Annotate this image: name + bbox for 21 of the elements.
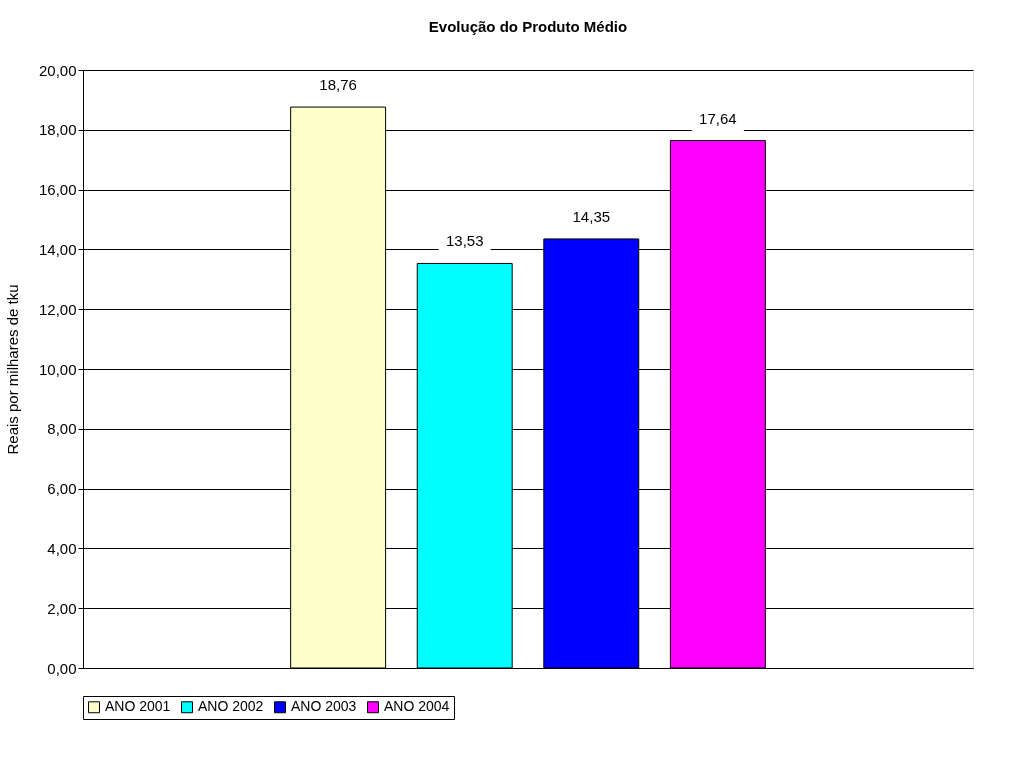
legend-label: ANO 2004 (384, 698, 450, 715)
data-label: 18,76 (319, 76, 357, 94)
y-tick-label: 8,00 (47, 420, 77, 438)
legend-label: ANO 2001 (105, 698, 171, 715)
y-axis-title: Reais por milhares de tku (3, 284, 21, 455)
y-tick-label: 10,00 (38, 360, 77, 378)
data-label: 14,35 (572, 207, 611, 225)
y-tick-label: 6,00 (47, 480, 77, 498)
y-tick-label: 4,00 (47, 539, 77, 557)
chart-title: Evolução do Produto Médio (428, 18, 628, 35)
legend-label: ANO 2002 (198, 698, 264, 715)
y-tick-label: 16,00 (38, 181, 77, 199)
legend-label: ANO 2003 (291, 698, 357, 715)
y-tick-label: 20,00 (38, 61, 77, 79)
y-tick-label: 0,00 (47, 659, 77, 677)
y-tick-label: 18,00 (38, 121, 77, 139)
data-label: 17,64 (699, 109, 737, 127)
y-tick-label: 14,00 (38, 240, 77, 258)
y-tick-label: 2,00 (47, 599, 77, 617)
y-tick-label: 12,00 (38, 300, 77, 318)
data-label: 13,53 (445, 232, 484, 250)
